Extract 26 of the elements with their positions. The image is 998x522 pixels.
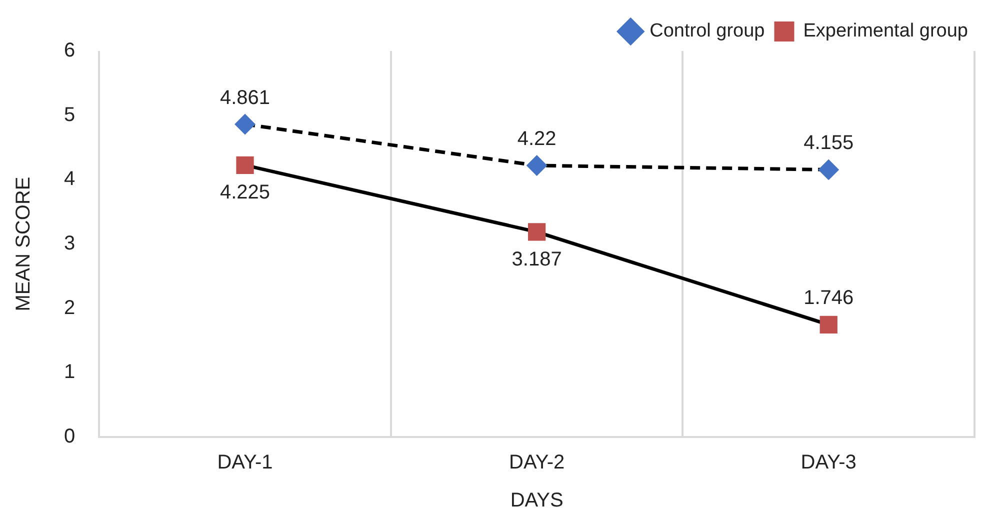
data-label: 3.187 [512,248,562,270]
y-axis-title: MEAN SCORE [12,176,35,312]
y-tick-label: 3 [64,232,76,255]
y-tick-label: 0 [64,426,76,448]
data-label: 1.746 [804,287,854,310]
y-tick-label: 1 [64,361,76,384]
point [235,114,255,134]
data-label: 4.861 [220,86,270,109]
point [818,160,838,180]
point [236,156,254,174]
data-label: 4.225 [220,182,270,204]
data-label: 4.22 [517,128,556,150]
x-tick-label: DAY-1 [217,452,273,474]
y-tick-label: 2 [64,296,76,319]
legend-label: Experimental group [803,20,968,42]
legend-label: Control group [650,20,765,42]
data-label: 4.155 [804,132,854,154]
y-tick-label: 5 [64,104,76,126]
point [528,223,546,241]
point [820,316,838,334]
x-tick-label: DAY-3 [800,452,856,474]
x-axis-title: DAYS [510,490,564,512]
y-tick-label: 6 [64,40,76,62]
point [527,156,547,176]
y-tick-label: 4 [64,168,76,190]
x-tick-label: DAY-2 [509,452,565,474]
